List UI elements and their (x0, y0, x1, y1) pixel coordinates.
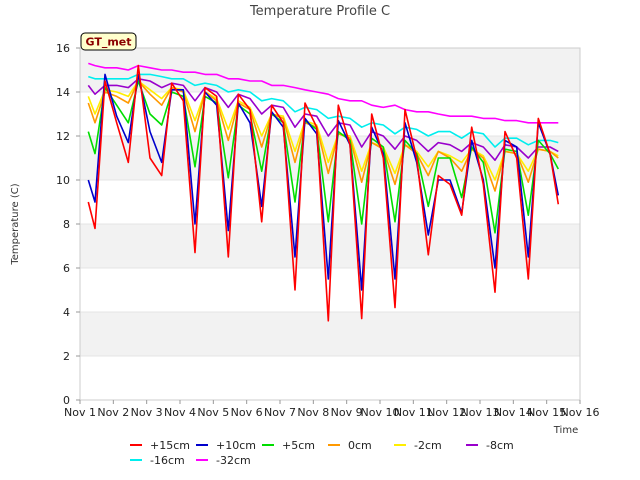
x-tick-label: Nov 4 (164, 406, 196, 419)
grid-band (80, 312, 580, 356)
y-tick-label: 6 (63, 262, 70, 275)
x-tick-label: Nov 6 (231, 406, 263, 419)
legend-label: -2cm (414, 439, 442, 452)
x-axis-label: Time (553, 425, 578, 436)
legend-label: -32cm (216, 454, 251, 467)
series-line--8cm (87, 78, 559, 161)
series-line--2cm (87, 80, 559, 181)
x-tick-label: Nov 12 (427, 406, 466, 419)
station-badge-label: GT_met (85, 36, 131, 49)
x-tick-label: Nov 7 (264, 406, 296, 419)
legend-label: 0cm (348, 439, 372, 452)
station-badge-box (80, 32, 137, 51)
y-tick-label: 4 (63, 306, 70, 319)
x-tick-label: Nov 9 (331, 406, 363, 419)
x-tick-label: Nov 13 (461, 406, 500, 419)
x-tick-label: Nov 15 (527, 406, 566, 419)
y-tick-label: 2 (63, 350, 70, 363)
x-tick-label: Nov 5 (197, 406, 229, 419)
y-axis-ticks: 0 2 4 6 8 10 12 14 16 (56, 42, 80, 407)
x-tick-label: Nov 2 (97, 406, 129, 419)
x-tick-label: Nov 11 (394, 406, 433, 419)
series-lines (87, 62, 560, 322)
x-tick-label: Nov 16 (561, 406, 600, 419)
legend-label: +10cm (216, 439, 256, 452)
series-line--16cm (88, 73, 559, 148)
series-line-+5cm (87, 80, 560, 234)
legend-label: +5cm (282, 439, 315, 452)
y-tick-label: 16 (56, 42, 70, 55)
y-tick-label: 0 (63, 394, 70, 407)
y-tick-label: 14 (56, 86, 70, 99)
chart-title: Temperature Profile C (249, 4, 390, 19)
legend: +15cm +10cm +5cm 0cm -2cm -8cm -16cm -32cm (130, 439, 514, 467)
y-tick-label: 8 (63, 218, 70, 231)
x-tick-label: Nov 8 (297, 406, 329, 419)
y-axis-label: Temperature (C) (10, 183, 21, 265)
x-tick-label: Nov 14 (494, 406, 533, 419)
y-tick-label: 10 (56, 174, 70, 187)
x-axis-ticks: Nov 1 Nov 2 Nov 3 Nov 4 Nov 5 Nov 6 Nov 7 Nov 8… (64, 400, 599, 419)
y-tick-label: 12 (56, 130, 70, 143)
x-tick-label: Nov 1 (64, 406, 96, 419)
grid-band (80, 48, 580, 92)
series-line-0cm (87, 80, 559, 192)
x-tick-label: Nov 3 (131, 406, 163, 419)
legend-label: -8cm (486, 439, 514, 452)
x-tick-label: Nov 10 (361, 406, 400, 419)
station-badge: GT_met (80, 32, 137, 51)
legend-label: +15cm (150, 439, 190, 452)
grid-bands (80, 48, 580, 401)
legend-label: -16cm (150, 454, 185, 467)
series-line-+15cm (87, 64, 560, 322)
series-line--32cm (88, 62, 559, 124)
